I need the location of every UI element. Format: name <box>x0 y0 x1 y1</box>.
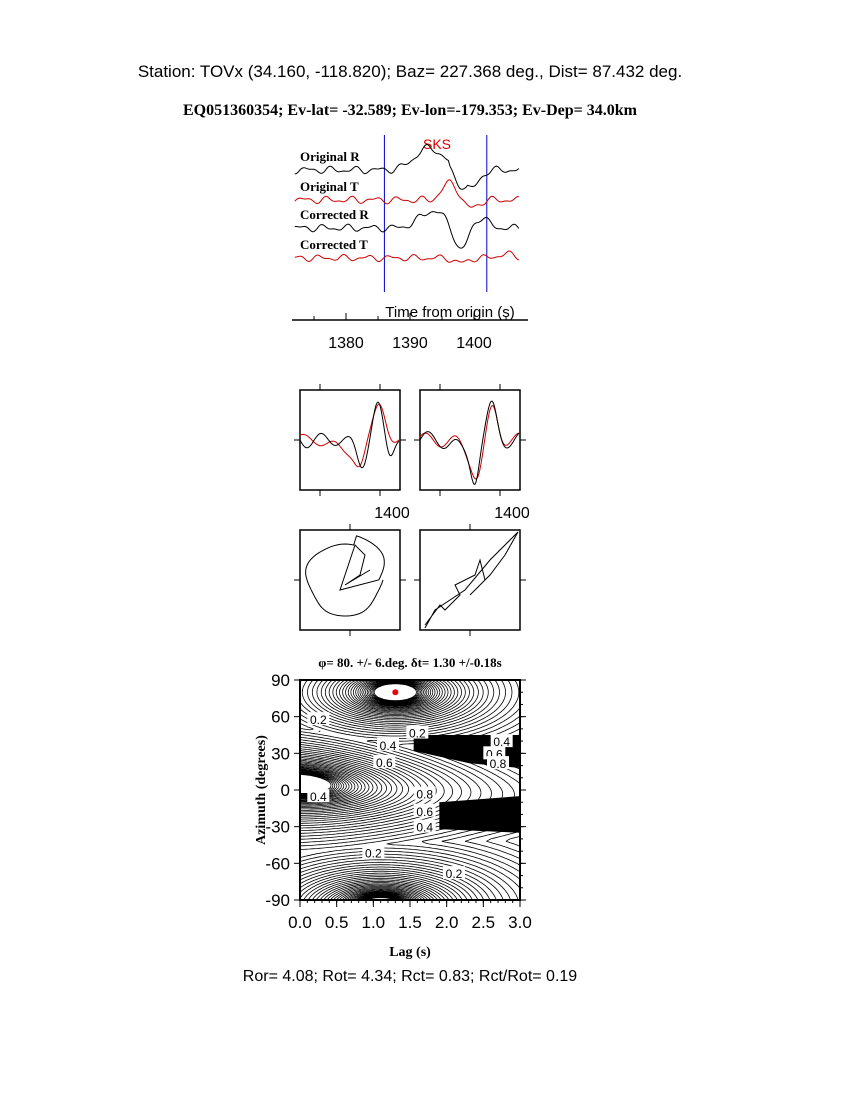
time-axis-label: Time from origin (s) <box>385 304 514 321</box>
x-tick-label: 0.5 <box>325 913 349 932</box>
waveform-panels: 1400 1400 <box>294 384 530 522</box>
x-tick-label: 2.5 <box>472 913 496 932</box>
contour-label-bg <box>406 725 429 739</box>
trace-corrected-r <box>294 211 520 249</box>
contour-label-bg <box>443 866 465 880</box>
y-tick-label: 30 <box>271 744 290 763</box>
trace-label: Corrected T <box>300 237 368 252</box>
trace-corrected-t <box>294 250 520 263</box>
y-tick-label: 90 <box>271 671 290 690</box>
x-tick-label: 0.0 <box>288 913 312 932</box>
contour-label: 0.2 <box>365 846 382 860</box>
best-fit-point <box>392 689 399 696</box>
x-tick-label: 1.5 <box>398 913 422 932</box>
contour-label-bg <box>490 734 513 748</box>
particle-motion-box <box>299 529 401 631</box>
contour-label: 0.4 <box>380 739 397 753</box>
contour-label-bg <box>377 737 399 751</box>
contour-label-bg <box>413 819 436 833</box>
contour-label: 0.2 <box>409 727 426 741</box>
waveform-box <box>419 389 521 491</box>
time-tick-label: 1390 <box>392 335 428 352</box>
trace-original-r <box>294 144 520 190</box>
waveform-r <box>419 400 520 485</box>
contour-label: 0.8 <box>490 757 507 771</box>
x-tick-label: 1.0 <box>362 913 386 932</box>
ratio-summary: Ror= 4.08; Rot= 4.34; Rct= 0.83; Rct/Rot… <box>243 968 578 985</box>
panel-tick-label: 1400 <box>374 505 410 522</box>
contour-label: 0.4 <box>416 821 433 835</box>
trace-label: Original T <box>300 179 359 194</box>
x-tick-label: 2.0 <box>435 913 459 932</box>
contour-lines <box>300 680 520 900</box>
phase-label: SKS <box>423 136 451 152</box>
trace-label: Corrected R <box>300 207 369 222</box>
contour-panel: φ= 80. +/- 6.deg. δt= 1.30 +/-0.18s Azim… <box>254 655 532 960</box>
waveform-r <box>299 401 400 469</box>
contour-label: 0.4 <box>493 735 510 749</box>
contour-label-bg <box>483 746 506 760</box>
contour-label-bg <box>487 756 509 770</box>
contour-label: 0.4 <box>310 790 327 804</box>
y-tick-label: -30 <box>265 818 290 837</box>
contour-label-bg <box>307 712 330 726</box>
contour-label-bg <box>307 789 330 803</box>
y-tick-label: 60 <box>271 708 290 727</box>
particle-motion-path <box>424 531 519 629</box>
seismogram-panel: SKS Original R Original T Corrected R Co… <box>292 135 528 352</box>
waveform-box <box>299 389 401 491</box>
station-line: Station: TOVx (34.160, -118.820); Baz= 2… <box>138 62 682 81</box>
contour-title: φ= 80. +/- 6.deg. δt= 1.30 +/-0.18s <box>318 655 502 670</box>
y-tick-label: -60 <box>265 854 290 873</box>
particle-motion-path <box>305 535 385 617</box>
contour-label: 0.8 <box>416 788 433 802</box>
contour-label-bg <box>413 803 436 817</box>
time-tick-label: 1400 <box>456 335 492 352</box>
dense-contour-region <box>439 796 520 833</box>
contour-label: 0.6 <box>376 756 393 770</box>
contour-label-bg <box>413 786 436 800</box>
contour-label-bg <box>362 845 385 859</box>
time-tick-label: 1380 <box>328 335 364 352</box>
contour-label: 0.6 <box>416 805 433 819</box>
contour-label-bg <box>373 754 396 768</box>
waveform-t <box>299 403 400 468</box>
trace-original-t <box>294 179 519 208</box>
contour-label: 0.2 <box>310 713 327 727</box>
trace-label: Original R <box>300 149 360 164</box>
x-tick-label: 3.0 <box>508 913 532 932</box>
particle-motion-panels <box>294 524 526 636</box>
contour-path <box>300 680 520 900</box>
x-axis-label: Lag (s) <box>389 945 431 960</box>
contour-label: 0.2 <box>446 867 463 881</box>
event-line: EQ051360354; Ev-lat= -32.589; Ev-lon=-17… <box>183 102 638 119</box>
y-axis-label: Azimuth (degrees) <box>254 735 269 845</box>
y-tick-label: -90 <box>265 891 290 910</box>
y-tick-label: 0 <box>281 781 290 800</box>
panel-tick-label: 1400 <box>494 505 530 522</box>
